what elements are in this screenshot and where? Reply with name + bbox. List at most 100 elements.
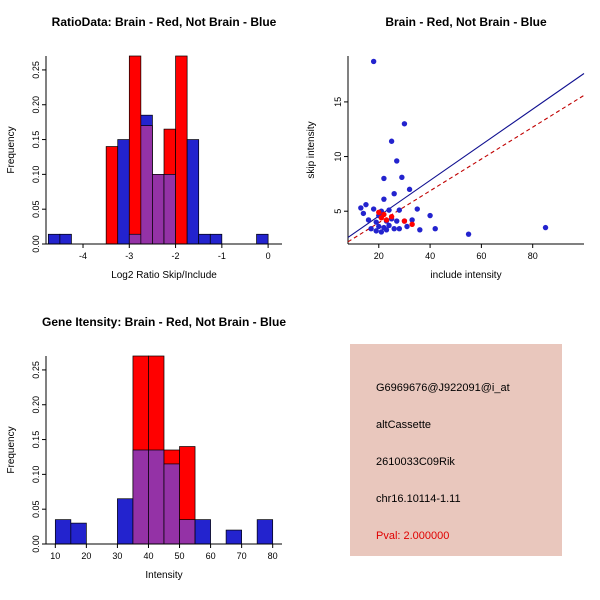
- x-tick-label: -1: [218, 251, 226, 261]
- x-axis-title: Log2 Ratio Skip/Include: [111, 270, 217, 281]
- hist-bar-overlap: [132, 449, 149, 545]
- scatter-point-blue: [417, 227, 423, 233]
- panel-intensity-scatter: 20 40 60 80 5 10 15 include intensity skip inten…: [300, 0, 600, 300]
- gene-intensity-histogram-chart: 10 20 30 40 50 60 70 80 0.00 0.05 0.10 0.15 0.20 0.25…: [6, 315, 286, 581]
- chart-title: Gene Itensity: Brain - Red, Not Brain - …: [42, 315, 286, 329]
- probe-id: G6969676@J922091@i_at: [376, 382, 510, 394]
- y-tick-label: 15: [333, 97, 343, 107]
- hist-bar-overlap: [163, 463, 180, 545]
- x-tick-label: 70: [237, 551, 247, 561]
- hist-bar-blue: [198, 233, 211, 245]
- scatter-point-blue: [378, 229, 385, 235]
- x-tick-label: 20: [81, 551, 91, 561]
- chart-title: Brain - Red, Not Brain - Blue: [385, 15, 547, 29]
- scatter-point-blue: [388, 138, 395, 144]
- scatter-point-blue: [465, 231, 472, 237]
- hist-bar-overlap: [152, 174, 165, 245]
- y-tick-label: 0.25: [31, 361, 41, 379]
- x-tick-label: 60: [206, 551, 216, 561]
- ratio-histogram-chart: -4 -3 -2 -1 0 0.00 0.05 0.10 0.15 0.20 0.25 Log2 Ra…: [6, 15, 282, 281]
- scatter-point-blue: [370, 58, 377, 65]
- scatter-point-blue: [383, 227, 390, 233]
- scatter-point-blue: [363, 201, 369, 208]
- x-tick-label: 50: [175, 551, 185, 561]
- scatter-point-blue: [386, 207, 392, 213]
- scatter-point-blue: [370, 206, 377, 212]
- x-tick-label: 40: [425, 251, 435, 261]
- y-tick-label: 0.15: [31, 431, 41, 449]
- scatter-point-red: [401, 218, 408, 224]
- y-tick-label: 0.10: [31, 466, 41, 484]
- y-tick-label: 0.00: [31, 535, 41, 553]
- scatter-point-blue: [381, 196, 387, 202]
- scatter-point-blue: [396, 225, 403, 232]
- hist-bar-blue: [209, 233, 223, 245]
- scatter-point-blue: [381, 175, 387, 182]
- scatter-point-blue: [427, 212, 433, 219]
- hist-bar-blue: [47, 233, 61, 245]
- y-tick-label: 5: [333, 209, 343, 214]
- hist-bar-overlap: [163, 174, 176, 245]
- x-tick-label: -3: [125, 251, 133, 261]
- y-tick-label: 0.15: [31, 131, 41, 149]
- y-tick-label: 0.20: [31, 396, 41, 414]
- x-tick-label: -4: [79, 251, 87, 261]
- x-tick-label: 80: [268, 551, 278, 561]
- scatter-point-blue: [542, 224, 549, 231]
- hist-bar-blue: [256, 233, 269, 245]
- hist-bar-blue: [70, 522, 87, 545]
- scatter-point-blue: [373, 219, 379, 225]
- hist-bar-overlap: [140, 125, 153, 245]
- scatter-point-blue: [376, 223, 382, 230]
- pval-text: Pval: 2.000000: [376, 530, 450, 542]
- x-tick-label: 80: [528, 251, 538, 261]
- info-box: G6969676@J922091@i_at altCassette 261003…: [350, 344, 562, 556]
- hist-bar-blue: [186, 139, 200, 245]
- hist-bar-overlap: [179, 519, 196, 545]
- hist-bar-red: [128, 55, 142, 245]
- x-tick-label: 30: [112, 551, 122, 561]
- hist-bar-blue: [194, 519, 211, 545]
- scatter-point-blue: [432, 225, 438, 232]
- scatter-point-blue: [414, 206, 420, 212]
- scatter-point-blue: [401, 121, 408, 127]
- x-tick-label: 60: [476, 251, 486, 261]
- hist-bar-blue: [59, 233, 72, 245]
- scatter-point-blue: [391, 225, 397, 232]
- x-tick-label: 40: [143, 551, 153, 561]
- y-tick-label: 0.25: [31, 61, 41, 79]
- hist-bar-red: [175, 55, 188, 245]
- splice-event-type: altCassette: [376, 419, 432, 431]
- scatter-point-blue: [373, 228, 379, 234]
- scatter-point-blue: [404, 223, 410, 230]
- scatter-point-blue: [386, 222, 392, 229]
- scatter-point-blue: [394, 158, 400, 164]
- scatter-point-blue: [368, 225, 374, 232]
- genomic-locus: chr16.10114-1.11: [376, 493, 461, 505]
- y-axis-title: skip intensity: [306, 121, 317, 178]
- hist-bar-red: [105, 146, 119, 245]
- gene-symbol: 2610033C09Rik: [376, 456, 455, 468]
- y-tick-label: 0.10: [31, 166, 41, 184]
- scatter-point-blue: [358, 205, 364, 211]
- scatter-point-blue: [394, 218, 400, 224]
- hist-bar-blue: [54, 519, 72, 545]
- intensity-scatter-chart: 20 40 60 80 5 10 15 include intensity skip inten…: [306, 15, 585, 281]
- scatter-point-blue: [409, 217, 415, 223]
- scatter-point-red: [381, 211, 387, 218]
- chart-title: RatioData: Brain - Red, Not Brain - Blue: [52, 15, 277, 29]
- scatter-point-blue: [399, 174, 405, 181]
- scatter-point-blue: [360, 210, 367, 217]
- scatter-point-blue: [391, 191, 397, 197]
- y-axis-title: Frequency: [6, 126, 17, 173]
- scatter-point-red: [383, 217, 390, 223]
- hist-bar-blue: [225, 529, 242, 545]
- hist-bar-overlap: [128, 233, 142, 245]
- scatter-point-red: [388, 213, 395, 220]
- x-axis-title: Intensity: [145, 570, 182, 581]
- y-axis-title: Frequency: [6, 426, 17, 473]
- panel-ratio-histogram: -4 -3 -2 -1 0 0.00 0.05 0.10 0.15 0.20 0.25 Log2 Ra…: [0, 0, 300, 300]
- y-tick-label: 10: [333, 152, 343, 162]
